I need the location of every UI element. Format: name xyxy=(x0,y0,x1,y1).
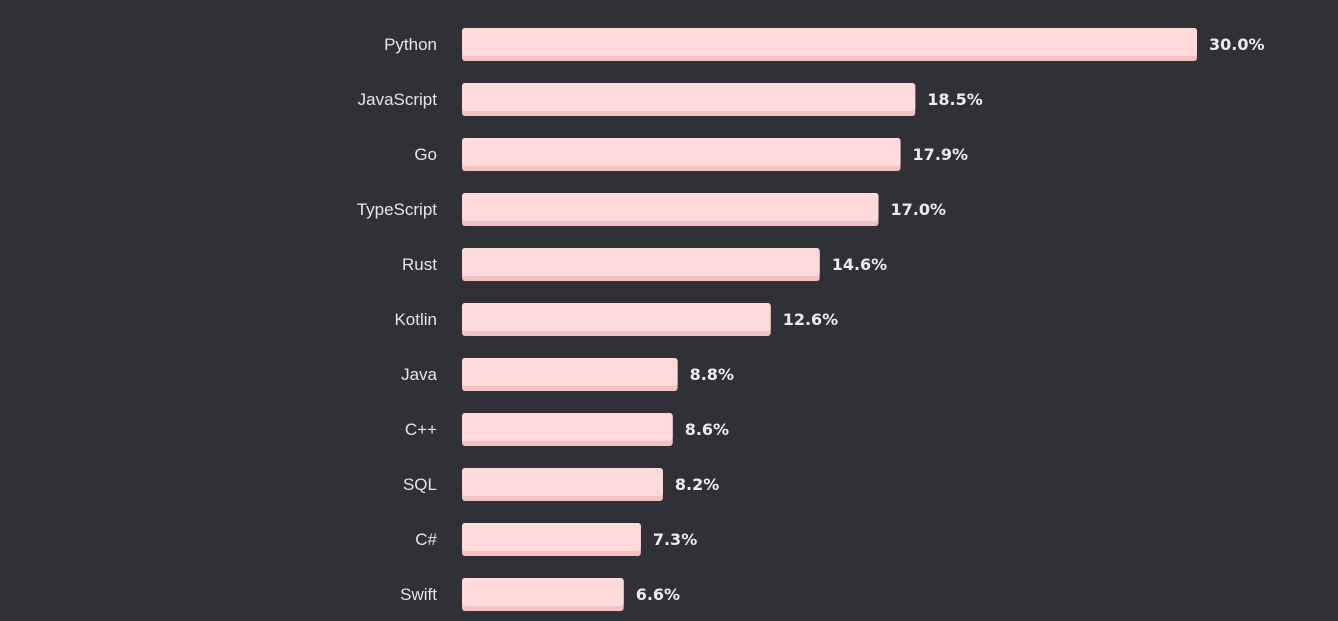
bar xyxy=(462,523,641,551)
value-label: 7.3% xyxy=(653,530,697,549)
bar xyxy=(462,193,879,221)
value-label: 14.6% xyxy=(832,255,888,274)
category-label: Java xyxy=(401,365,437,384)
bar-row-java: Java 8.8% xyxy=(401,358,734,391)
value-label: 30.0% xyxy=(1209,35,1265,54)
bar xyxy=(462,303,771,331)
category-label: Swift xyxy=(400,585,437,604)
bar-row-typescript: TypeScript 17.0% xyxy=(357,193,946,226)
value-label: 17.0% xyxy=(891,200,947,219)
bar-row-sql: SQL 8.2% xyxy=(403,468,719,501)
bar-row-c-: C++ 8.6% xyxy=(405,413,729,446)
category-label: C# xyxy=(415,530,437,549)
value-label: 12.6% xyxy=(783,310,839,329)
value-label: 8.6% xyxy=(685,420,729,439)
bars-layer: Python 30.0% JavaScript 18.5% Go 17.9% TypeScr… xyxy=(357,28,1265,611)
bar xyxy=(462,138,901,166)
category-label: SQL xyxy=(403,475,437,494)
category-label: TypeScript xyxy=(357,200,438,219)
bar xyxy=(462,248,820,276)
bar xyxy=(462,83,916,111)
value-label: 8.2% xyxy=(675,475,719,494)
category-label: Go xyxy=(414,145,437,164)
bar xyxy=(462,413,673,441)
bar-row-c-: C# 7.3% xyxy=(415,523,697,556)
category-label: JavaScript xyxy=(358,90,438,109)
category-label: C++ xyxy=(405,420,437,439)
value-label: 18.5% xyxy=(927,90,983,109)
value-label: 8.8% xyxy=(690,365,734,384)
bar-row-kotlin: Kotlin 12.6% xyxy=(394,303,838,336)
category-label: Rust xyxy=(402,255,437,274)
bar-row-go: Go 17.9% xyxy=(414,138,968,171)
bar xyxy=(462,468,663,496)
bar xyxy=(462,578,624,606)
bar-row-rust: Rust 14.6% xyxy=(402,248,887,281)
category-label: Python xyxy=(384,35,437,54)
category-label: Kotlin xyxy=(394,310,437,329)
bar xyxy=(462,358,678,386)
bar-row-javascript: JavaScript 18.5% xyxy=(358,83,983,116)
bar xyxy=(462,28,1197,56)
bar-row-python: Python 30.0% xyxy=(384,28,1265,61)
value-label: 6.6% xyxy=(636,585,680,604)
bar-row-swift: Swift 6.6% xyxy=(400,578,680,611)
value-label: 17.9% xyxy=(913,145,969,164)
